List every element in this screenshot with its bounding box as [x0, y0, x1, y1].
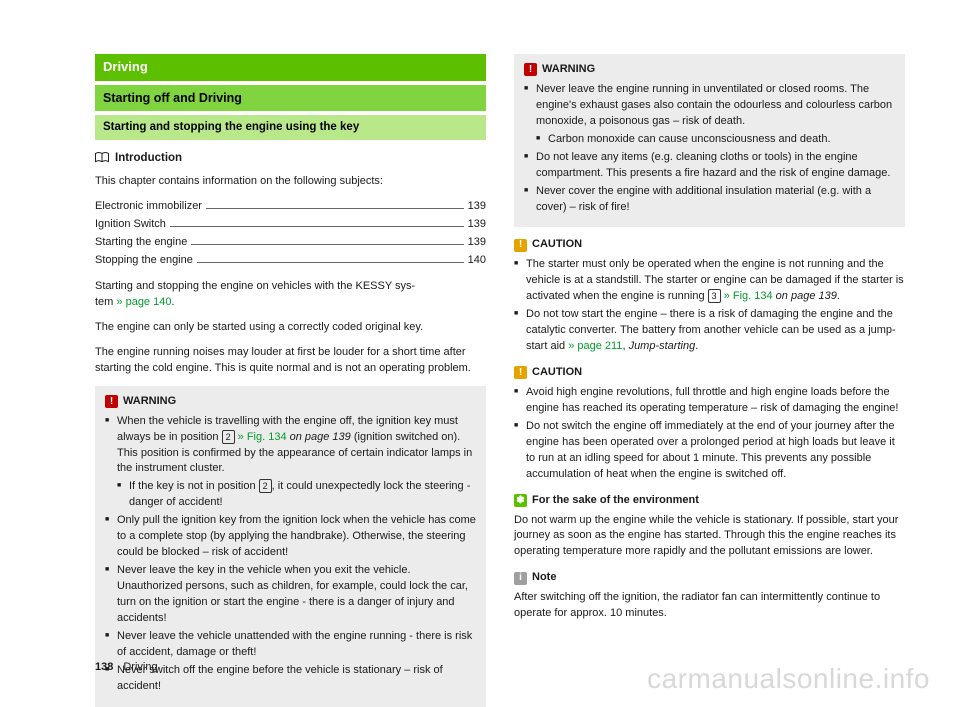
list-item: Never leave the engine running in unvent…	[524, 82, 895, 130]
environment-icon: ✽	[514, 494, 527, 507]
heading-driving: Driving	[95, 54, 486, 81]
book-icon	[95, 152, 109, 163]
list-item: Do not leave any items (e.g. cleaning cl…	[524, 150, 895, 182]
keycap: 3	[708, 289, 721, 303]
crossref-link: » Fig. 134	[238, 431, 287, 443]
intro-title: Introduction	[115, 150, 182, 167]
intro-lead: This chapter contains information on the…	[95, 174, 486, 190]
toc-page: 139	[468, 217, 486, 233]
toc-row: Ignition Switch 139	[95, 217, 486, 233]
warning-list: When the vehicle is travelling with the …	[105, 414, 476, 695]
toc-label: Electronic immobilizer	[95, 199, 202, 215]
text: tem	[95, 296, 116, 308]
toc-page: 140	[468, 253, 486, 269]
list-item: Do not switch the engine off immediately…	[514, 419, 905, 483]
list-item: The starter must only be operated when t…	[514, 257, 905, 305]
caution-list: Avoid high engine revolutions, full thro…	[514, 385, 905, 483]
toc-dots	[170, 226, 464, 227]
page-footer: 138 Driving	[95, 661, 158, 673]
toc-dots	[191, 244, 463, 245]
text: .	[837, 290, 840, 302]
list-item: Never leave the key in the vehicle when …	[105, 563, 476, 627]
toc-dots	[206, 208, 464, 209]
crossref-link: » page 211	[568, 340, 622, 352]
body-coded-key: The engine can only be started using a c…	[95, 320, 486, 336]
toc: Electronic immobilizer 139 Ignition Swit…	[95, 199, 486, 269]
text: If the key is not in position	[129, 480, 259, 492]
list-item: Never cover the engine with additional i…	[524, 184, 895, 216]
text: Starting and stopping the engine on vehi…	[95, 280, 415, 292]
list-item: Only pull the ignition key from the igni…	[105, 513, 476, 561]
warning-title: WARNING	[123, 394, 176, 410]
toc-page: 139	[468, 199, 486, 215]
crossref-link: » Fig. 134	[724, 290, 773, 302]
list-item: Carbon monoxide can cause unconsciousnes…	[524, 132, 895, 148]
warning-icon: !	[105, 395, 118, 408]
body-noise: The engine running noises may louder at …	[95, 345, 486, 377]
note-title: Note	[532, 570, 556, 586]
text: .	[171, 296, 174, 308]
caution-header: ! CAUTION	[514, 365, 905, 381]
crossref-link: » page 140	[116, 296, 171, 308]
page-number: 138	[95, 661, 113, 673]
body-kessy: Starting and stopping the engine on vehi…	[95, 279, 486, 311]
note-text: After switching off the ignition, the ra…	[514, 590, 905, 622]
toc-row: Starting the engine 139	[95, 235, 486, 251]
note-section: i Note After switching off the ignition,…	[514, 570, 905, 622]
text: .	[695, 340, 698, 352]
warning-header: ! WARNING	[524, 62, 895, 78]
warning-header: ! WARNING	[105, 394, 476, 410]
warning-icon: !	[524, 63, 537, 76]
list-item: Never switch off the engine before the v…	[105, 663, 476, 695]
toc-label: Ignition Switch	[95, 217, 166, 233]
caution-header: ! CAUTION	[514, 237, 905, 253]
keycap: 2	[222, 430, 235, 444]
caution-list: The starter must only be operated when t…	[514, 257, 905, 355]
toc-label: Starting the engine	[95, 235, 187, 251]
intro-heading: Introduction	[95, 150, 486, 167]
caution-title: CAUTION	[532, 365, 582, 381]
warning-title: WARNING	[542, 62, 595, 78]
toc-dots	[197, 262, 464, 263]
right-column: ! WARNING Never leave the engine running…	[514, 54, 905, 681]
environment-text: Do not warm up the engine while the vehi…	[514, 513, 905, 561]
list-item: Never leave the vehicle unattended with …	[105, 629, 476, 661]
page-ref: on page 139	[773, 290, 837, 302]
caution-section-1: ! CAUTION The starter must only be opera…	[514, 237, 905, 355]
warning-box-1: ! WARNING When the vehicle is travelling…	[95, 386, 486, 707]
environment-section: ✽ For the sake of the environment Do not…	[514, 493, 905, 561]
footer-section: Driving	[123, 661, 157, 673]
note-icon: i	[514, 572, 527, 585]
page-ref: on page 139	[287, 431, 351, 443]
caution-section-2: ! CAUTION Avoid high engine revolutions,…	[514, 365, 905, 483]
toc-label: Stopping the engine	[95, 253, 193, 269]
caution-title: CAUTION	[532, 237, 582, 253]
caution-icon: !	[514, 366, 527, 379]
toc-row: Stopping the engine 140	[95, 253, 486, 269]
note-header: i Note	[514, 570, 905, 586]
toc-row: Electronic immobilizer 139	[95, 199, 486, 215]
caution-icon: !	[514, 239, 527, 252]
warning-box-2: ! WARNING Never leave the engine running…	[514, 54, 905, 227]
watermark: carmanualsonline.info	[647, 663, 930, 695]
list-item: If the key is not in position 2, it coul…	[105, 479, 476, 511]
list-item: Do not tow start the engine – there is a…	[514, 307, 905, 355]
heading-starting-off: Starting off and Driving	[95, 85, 486, 111]
list-item: Avoid high engine revolutions, full thro…	[514, 385, 905, 417]
environment-title: For the sake of the environment	[532, 493, 699, 509]
warning-list: Never leave the engine running in unvent…	[524, 82, 895, 216]
manual-page: Driving Starting off and Driving Startin…	[0, 0, 960, 701]
italic-ref: Jump-starting	[629, 340, 696, 352]
heading-key-section: Starting and stopping the engine using t…	[95, 115, 486, 140]
keycap: 2	[259, 479, 272, 493]
list-item: When the vehicle is travelling with the …	[105, 414, 476, 478]
toc-page: 139	[468, 235, 486, 251]
environment-header: ✽ For the sake of the environment	[514, 493, 905, 509]
left-column: Driving Starting off and Driving Startin…	[95, 54, 486, 681]
